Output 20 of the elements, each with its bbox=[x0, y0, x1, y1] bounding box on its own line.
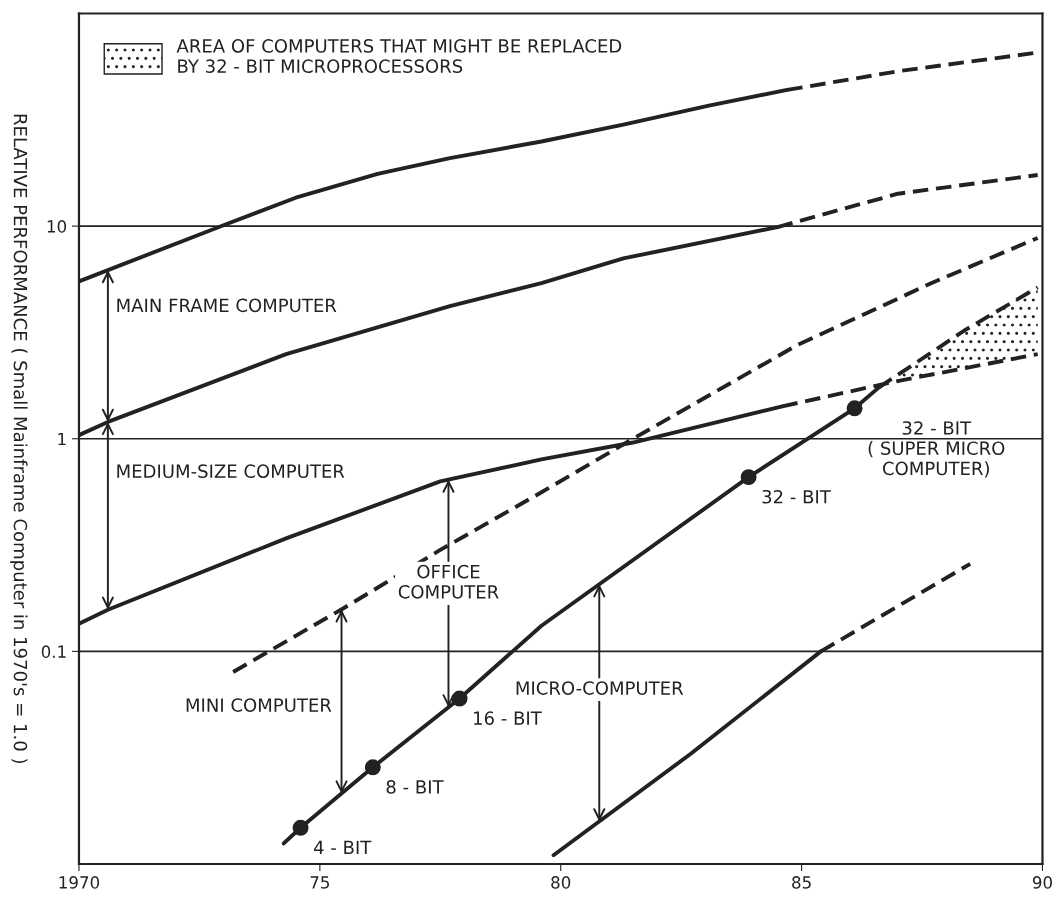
annotation: 32 - BIT ( SUPER MICRO COMPUTER) bbox=[868, 421, 1005, 478]
annotation: MEDIUM-SIZE COMPUTER bbox=[117, 464, 345, 479]
annotation: MICRO-COMPUTER bbox=[516, 681, 684, 695]
x-tick-label: 1970 bbox=[59, 876, 100, 889]
annotation: OFFICE COMPUTER bbox=[398, 564, 499, 599]
y-tick-label: 0.1 bbox=[41, 645, 66, 658]
annotation: MAIN FRAME COMPUTER bbox=[117, 298, 337, 313]
annotation: 16 - BIT bbox=[474, 711, 542, 726]
x-tick-label: 90 bbox=[1032, 876, 1052, 889]
annotation: 8 - BIT bbox=[386, 780, 444, 794]
x-tick-label: 85 bbox=[792, 876, 811, 889]
annotation: MINI COMPUTER bbox=[186, 698, 332, 712]
x-tick-label: 80 bbox=[551, 876, 571, 889]
text: AREA OF COMPUTERS THAT MIGHT BE REPLACED BY 32 - BIT MICROPROCESSORS bbox=[176, 39, 622, 73]
annotation: 32 - BIT bbox=[762, 489, 831, 504]
x-tick-label: 75 bbox=[310, 876, 329, 889]
y-axis-title: RELATIVE PERFORMANCE ( Small Mainframe Computer in 1970's = 1.0 ) bbox=[10, 114, 28, 763]
y-tick-label: 1 bbox=[58, 432, 66, 446]
annotation: 4 - BIT bbox=[313, 840, 372, 855]
y-tick-label: 10 bbox=[47, 220, 67, 233]
